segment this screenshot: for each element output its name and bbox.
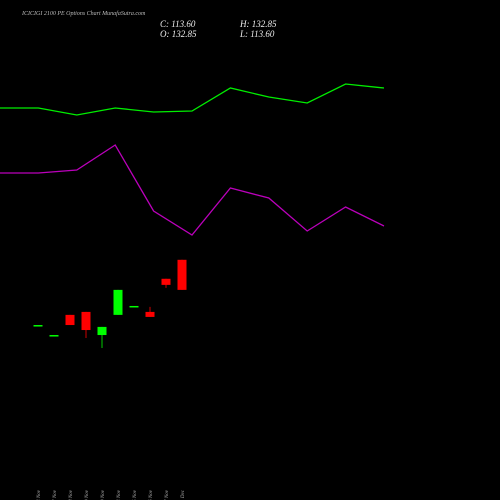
indicator-line xyxy=(0,144,385,236)
indicator-line xyxy=(0,83,385,116)
x-tick-label: 26 Nov xyxy=(149,489,154,500)
candle-body xyxy=(33,325,43,327)
chart-title: ICICIGI 2100 PE Options Chart MunafaSutr… xyxy=(21,10,146,17)
low-label: L: 113.60 xyxy=(239,29,275,39)
x-tick-label: 18 Nov xyxy=(69,489,74,500)
candle-body xyxy=(97,326,107,336)
x-tick-label: 01 Dec xyxy=(181,489,186,500)
x-tick-label: 04 Nov xyxy=(37,489,42,500)
candle-body xyxy=(113,289,123,315)
candle-body xyxy=(129,305,139,308)
x-tick-label: 24 Nov xyxy=(117,489,122,500)
candle-body xyxy=(65,314,75,326)
close-label: C: 113.60 xyxy=(160,19,196,29)
candle-body xyxy=(177,259,187,290)
x-tick-label: 17 Nov xyxy=(53,489,58,500)
x-tick-label: 20 Nov xyxy=(101,489,106,500)
high-label: H: 132.85 xyxy=(239,19,277,29)
candle-body xyxy=(145,311,155,317)
open-label: O: 132.85 xyxy=(160,29,197,39)
x-tick-label: 25 Nov xyxy=(133,489,138,500)
candle-body xyxy=(81,311,91,331)
x-tick-label: 19 Nov xyxy=(85,489,90,500)
x-tick-label: 27 Nov xyxy=(165,489,170,500)
candle-body xyxy=(49,335,59,337)
candle-body xyxy=(161,278,171,285)
